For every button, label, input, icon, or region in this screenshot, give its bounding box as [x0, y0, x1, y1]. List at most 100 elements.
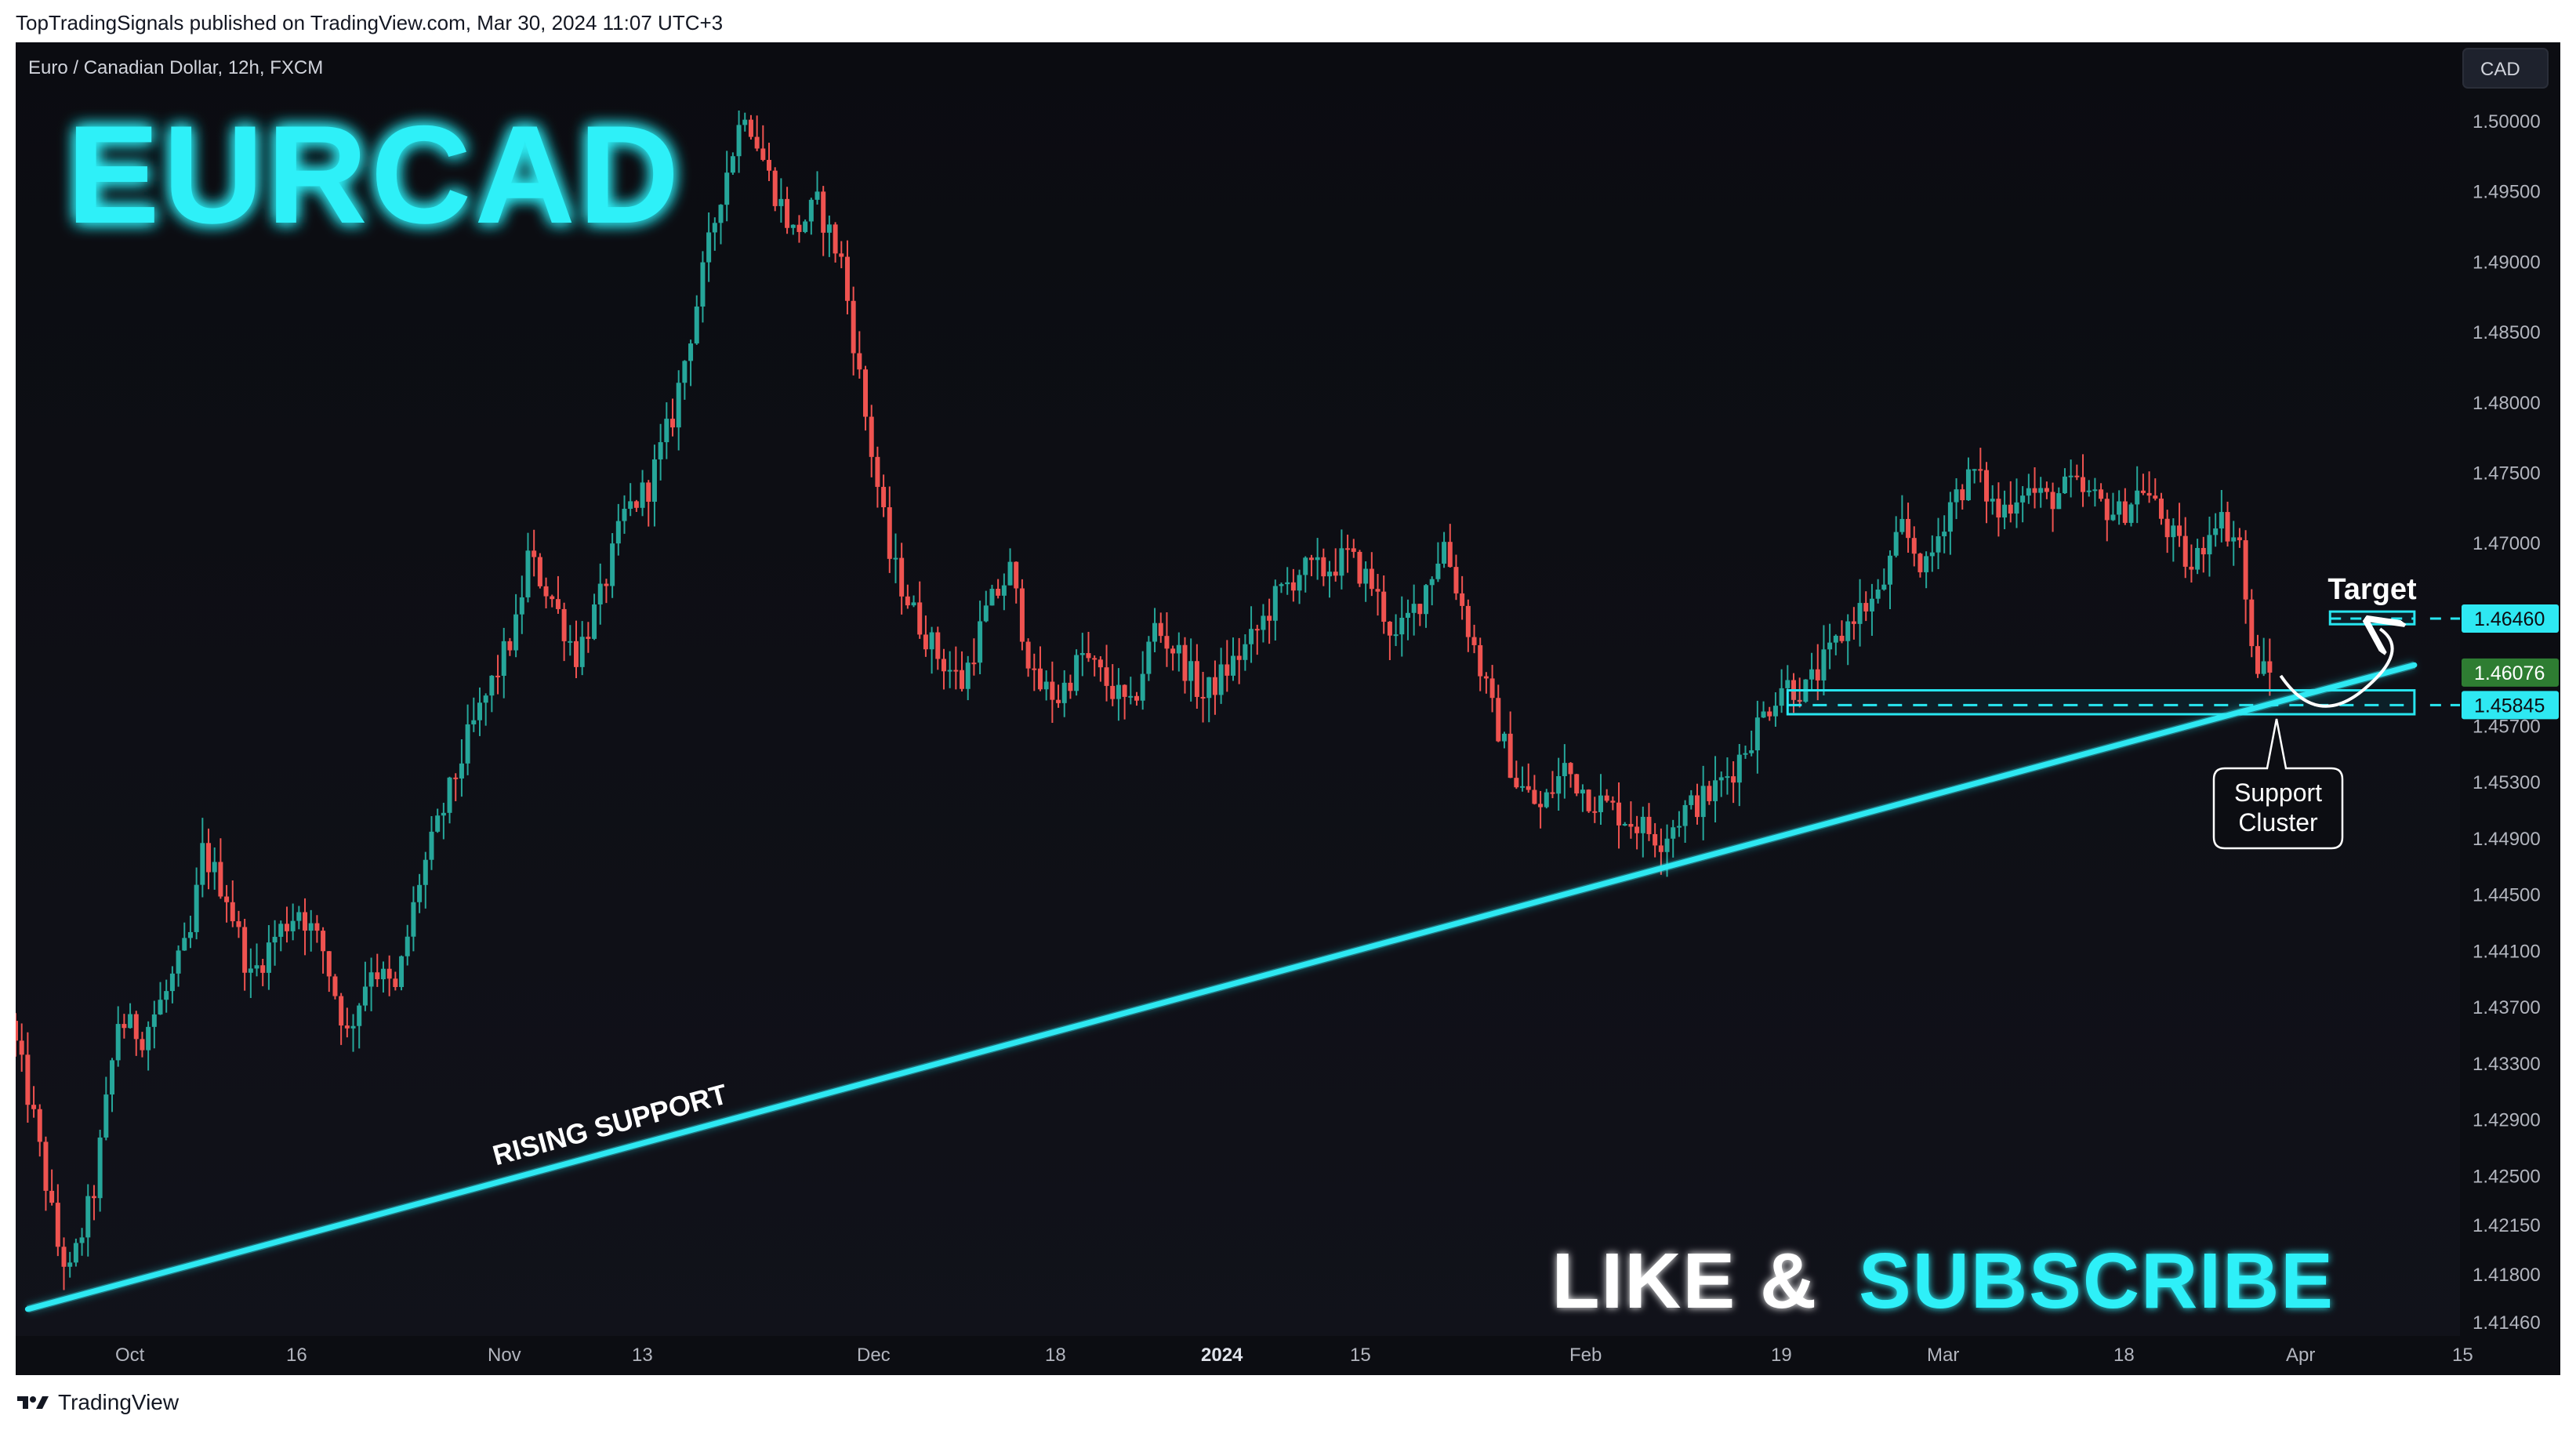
price-label-bg	[2462, 604, 2559, 633]
candle	[1152, 608, 1158, 652]
candle	[2225, 501, 2230, 547]
candle	[1447, 524, 1453, 568]
candle	[718, 204, 724, 245]
candle	[1345, 534, 1351, 573]
candle	[875, 446, 880, 508]
candle	[1315, 538, 1320, 580]
candle	[712, 217, 717, 251]
candle	[2117, 490, 2122, 525]
candle	[1254, 624, 1260, 655]
candle	[1134, 691, 1139, 706]
candle	[1496, 684, 1501, 742]
candle	[983, 590, 989, 622]
candle	[290, 903, 296, 941]
candle	[1001, 573, 1007, 611]
y-tick-label: 1.42500	[2473, 1166, 2541, 1187]
candle	[224, 884, 230, 923]
candle	[1821, 625, 1827, 696]
candle	[700, 251, 706, 323]
candle	[2171, 518, 2176, 562]
candle	[194, 867, 199, 940]
candle	[923, 615, 928, 657]
candle	[1772, 692, 1778, 727]
candle	[1014, 561, 1019, 604]
candle	[1736, 743, 1742, 807]
candle	[1158, 612, 1163, 643]
candle	[2267, 638, 2273, 696]
chart-svg[interactable]: RISING SUPPORT Target Support Cluster 1.…	[16, 42, 2560, 1375]
candle	[724, 151, 730, 222]
candle	[308, 909, 314, 952]
candle	[2135, 466, 2140, 524]
candle	[164, 979, 169, 1013]
candle	[525, 532, 531, 603]
x-tick-label: 19	[1771, 1345, 1792, 1366]
candle	[1586, 789, 1591, 813]
price-label-last: 1.46076	[2474, 662, 2545, 684]
time-axis-bg	[16, 1336, 2560, 1375]
candle	[19, 1023, 24, 1072]
candle	[1303, 556, 1308, 593]
candle	[2050, 482, 2055, 532]
candle	[1653, 822, 1658, 858]
y-tick-label: 1.45700	[2473, 716, 2541, 737]
chart-frame[interactable]: RISING SUPPORT Target Support Cluster 1.…	[16, 42, 2560, 1375]
candle	[736, 111, 742, 173]
candle	[1225, 640, 1230, 692]
candle	[128, 1003, 133, 1029]
currency-badge-bg[interactable]	[2462, 48, 2549, 89]
candle	[405, 924, 410, 966]
candle	[1122, 684, 1127, 720]
candle	[519, 575, 524, 634]
candle	[887, 486, 892, 573]
support-cluster-callout	[2212, 718, 2344, 850]
candle	[2231, 521, 2237, 566]
candle	[881, 474, 887, 517]
candle	[248, 948, 253, 998]
candle	[1580, 784, 1585, 812]
candle	[615, 503, 621, 556]
candle	[2237, 528, 2242, 548]
candle	[1387, 621, 1392, 661]
candle	[350, 1014, 356, 1052]
candle	[1435, 542, 1441, 583]
candle	[1671, 819, 1676, 858]
candle	[1327, 561, 1333, 598]
candle	[543, 577, 549, 608]
candle	[851, 286, 856, 376]
candle	[182, 922, 187, 951]
candle	[651, 445, 657, 527]
candle	[1508, 711, 1513, 779]
candle	[1465, 599, 1471, 652]
currency-badge[interactable]: CAD	[2480, 59, 2520, 80]
candle	[1068, 674, 1073, 699]
candle	[483, 693, 488, 726]
candle	[1984, 462, 1990, 524]
candle	[242, 919, 248, 991]
candle	[200, 818, 205, 898]
candle	[706, 212, 712, 282]
candle	[1079, 633, 1085, 677]
candle	[2200, 536, 2206, 573]
candle	[1128, 677, 1134, 705]
candle	[31, 1086, 37, 1118]
candle	[2062, 468, 2067, 495]
candle	[971, 638, 977, 676]
candle	[1116, 668, 1121, 721]
candle	[1899, 495, 1905, 535]
candle	[1682, 800, 1688, 844]
candle	[1646, 803, 1652, 841]
candle	[140, 1032, 145, 1058]
candle	[1544, 789, 1549, 809]
candle	[37, 1104, 42, 1157]
candle	[1851, 607, 1856, 640]
candle	[778, 178, 784, 223]
rising-support-trendline[interactable]	[24, 662, 2418, 1312]
tradingview-logo[interactable]: TradingView	[16, 1390, 179, 1414]
candle	[411, 886, 416, 952]
candle	[1875, 579, 1881, 604]
symbol-info: Euro / Canadian Dollar, 12h, FXCM	[28, 57, 323, 78]
candle	[1363, 561, 1369, 602]
candle	[375, 953, 380, 987]
time-axis[interactable]: Oct 16 Nov 13 Dec 18 2024 15 Feb 19 Mar 18 Apr 15	[16, 1336, 2560, 1375]
